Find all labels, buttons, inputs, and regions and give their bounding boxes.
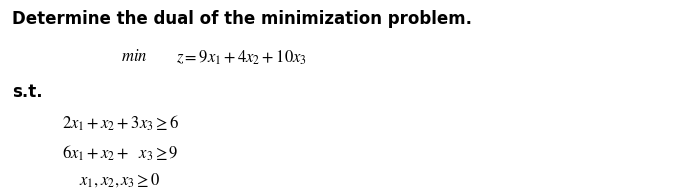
Text: $6x_1 + x_2 + \ \ x_3 \geq 9$: $6x_1 + x_2 + \ \ x_3 \geq 9$ xyxy=(62,144,179,163)
Text: Determine the dual of the minimization problem.: Determine the dual of the minimization p… xyxy=(12,10,473,28)
Text: $min$: $min$ xyxy=(121,49,147,65)
Text: $2x_1 + x_2 + 3x_3 \geq 6$: $2x_1 + x_2 + 3x_3 \geq 6$ xyxy=(62,113,179,133)
Text: $x_1, x_2, x_3 \geq 0$: $x_1, x_2, x_3 \geq 0$ xyxy=(79,172,161,189)
Text: $z = 9x_1 + 4x_2 + 10x_3$: $z = 9x_1 + 4x_2 + 10x_3$ xyxy=(176,48,307,66)
Text: s.t.: s.t. xyxy=(12,83,43,101)
